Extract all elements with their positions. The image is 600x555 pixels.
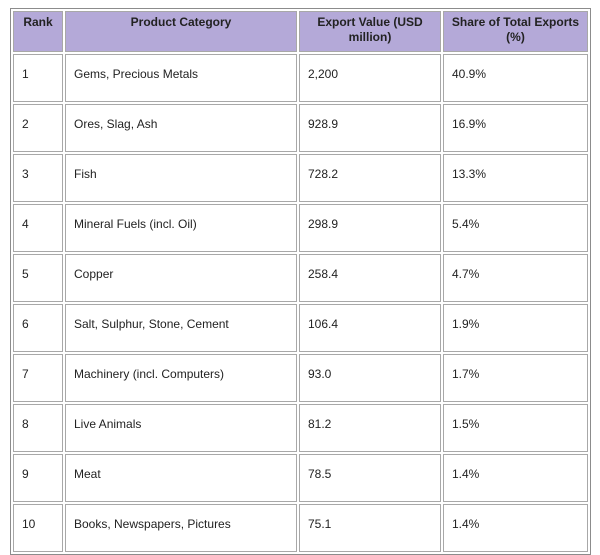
- header-row: Rank Product Category Export Value (USD mi…: [13, 11, 588, 52]
- table-row: 4 Mineral Fuels (incl. Oil) 298.9 5.4%: [13, 204, 588, 252]
- table-cell: 1.9%: [443, 304, 588, 352]
- table-row: 5 Copper 258.4 4.7%: [13, 254, 588, 302]
- table-row: 10 Books, Newspapers, Pictures 75.1 1.4%: [13, 504, 588, 552]
- table-cell: 106.4: [299, 304, 441, 352]
- table-cell: 40.9%: [443, 54, 588, 102]
- table-cell: 3: [13, 154, 63, 202]
- table-cell: 78.5: [299, 454, 441, 502]
- table-cell: 13.3%: [443, 154, 588, 202]
- table-cell: 5: [13, 254, 63, 302]
- table-cell: 6: [13, 304, 63, 352]
- table-cell: 1.4%: [443, 504, 588, 552]
- table-cell: 81.2: [299, 404, 441, 452]
- table-row: 7 Machinery (incl. Computers) 93.0 1.7%: [13, 354, 588, 402]
- table-row: 1 Gems, Precious Metals 2,200 40.9%: [13, 54, 588, 102]
- table-cell: Ores, Slag, Ash: [65, 104, 297, 152]
- table-cell: 8: [13, 404, 63, 452]
- table-cell: Salt, Sulphur, Stone, Cement: [65, 304, 297, 352]
- header-cell: Export Value (USD million): [299, 11, 441, 52]
- table-cell: 4: [13, 204, 63, 252]
- table-cell: 728.2: [299, 154, 441, 202]
- table-cell: Machinery (incl. Computers): [65, 354, 297, 402]
- table-cell: 1.5%: [443, 404, 588, 452]
- table-cell: 1.4%: [443, 454, 588, 502]
- table-cell: 1.7%: [443, 354, 588, 402]
- table-cell: 4.7%: [443, 254, 588, 302]
- table-cell: 258.4: [299, 254, 441, 302]
- table-cell: Gems, Precious Metals: [65, 54, 297, 102]
- table-cell: Copper: [65, 254, 297, 302]
- table-body: 1 Gems, Precious Metals 2,200 40.9% 2 Ores, S…: [13, 54, 588, 552]
- header-cell: Share of Total Exports (%): [443, 11, 588, 52]
- table-cell: 2,200: [299, 54, 441, 102]
- table-cell: Live Animals: [65, 404, 297, 452]
- header-cell: Product Category: [65, 11, 297, 52]
- table-cell: Meat: [65, 454, 297, 502]
- table-cell: Fish: [65, 154, 297, 202]
- table-row: 2 Ores, Slag, Ash 928.9 16.9%: [13, 104, 588, 152]
- header-cell: Rank: [13, 11, 63, 52]
- export-table: Rank Product Category Export Value (USD mi…: [10, 8, 591, 555]
- table-cell: 7: [13, 354, 63, 402]
- table-row: 3 Fish 728.2 13.3%: [13, 154, 588, 202]
- table-cell: Mineral Fuels (incl. Oil): [65, 204, 297, 252]
- table-row: 6 Salt, Sulphur, Stone, Cement 106.4 1.9%: [13, 304, 588, 352]
- table-cell: 1: [13, 54, 63, 102]
- table-cell: 928.9: [299, 104, 441, 152]
- table-cell: 2: [13, 104, 63, 152]
- table-cell: 298.9: [299, 204, 441, 252]
- table-row: 8 Live Animals 81.2 1.5%: [13, 404, 588, 452]
- table-cell: Books, Newspapers, Pictures: [65, 504, 297, 552]
- table-cell: 93.0: [299, 354, 441, 402]
- table-cell: 75.1: [299, 504, 441, 552]
- table-cell: 16.9%: [443, 104, 588, 152]
- table-cell: 9: [13, 454, 63, 502]
- table-cell: 5.4%: [443, 204, 588, 252]
- table-cell: 10: [13, 504, 63, 552]
- table-row: 9 Meat 78.5 1.4%: [13, 454, 588, 502]
